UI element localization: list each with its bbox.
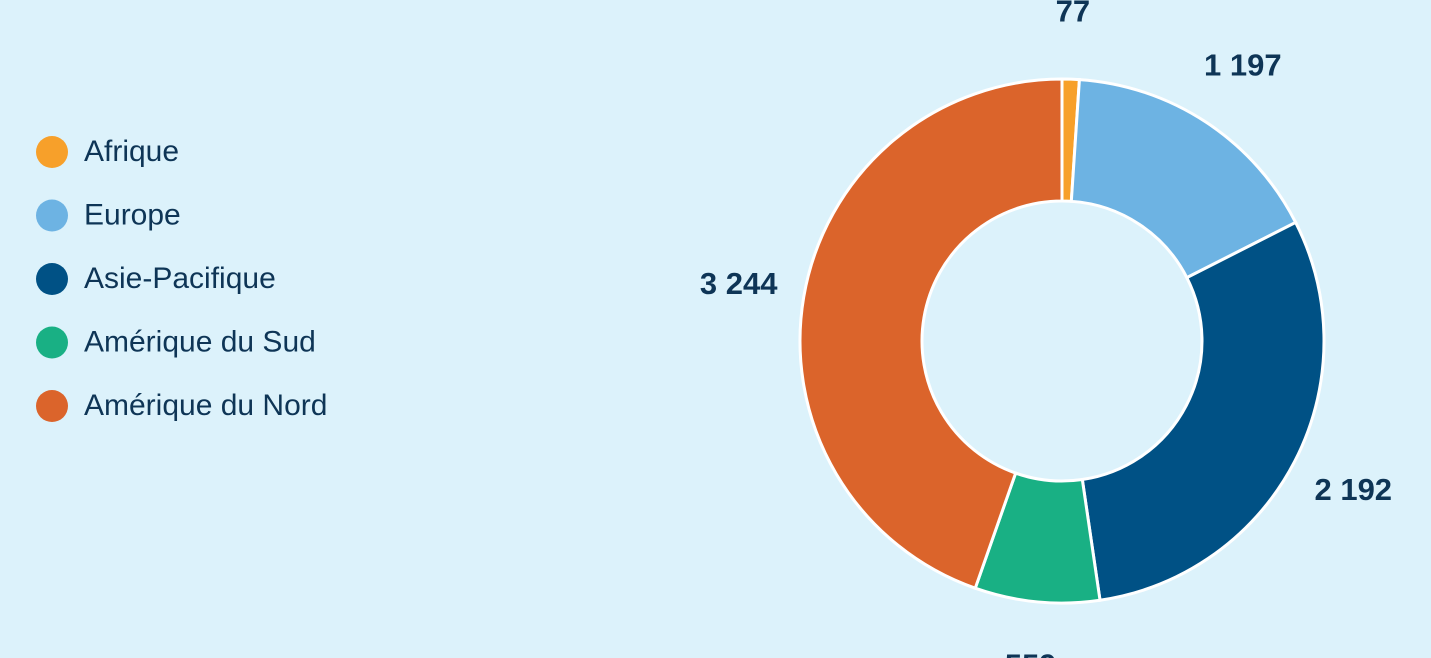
value-label: 3 244: [700, 266, 778, 301]
value-label: 1 197: [1204, 48, 1282, 83]
legend-swatch: [36, 199, 68, 232]
donut-segment: [1080, 220, 1326, 602]
legend-swatch: [36, 263, 68, 295]
legend-label: Afrique: [84, 135, 179, 168]
legend-label: Amérique du Nord: [84, 389, 327, 422]
value-label: 559: [1005, 648, 1057, 658]
value-label: 2 192: [1314, 472, 1392, 507]
legend-swatch: [36, 326, 68, 359]
donut-segment: [1069, 77, 1298, 280]
legend-label: Europe: [84, 198, 181, 231]
legend-swatch: [36, 136, 68, 168]
legend-label: Asie-Pacifique: [84, 262, 276, 295]
legend-label: Amérique du Sud: [84, 325, 316, 358]
value-label: 77: [1056, 0, 1090, 28]
donut-segment: [798, 77, 1064, 591]
legend-swatch: [36, 390, 68, 422]
